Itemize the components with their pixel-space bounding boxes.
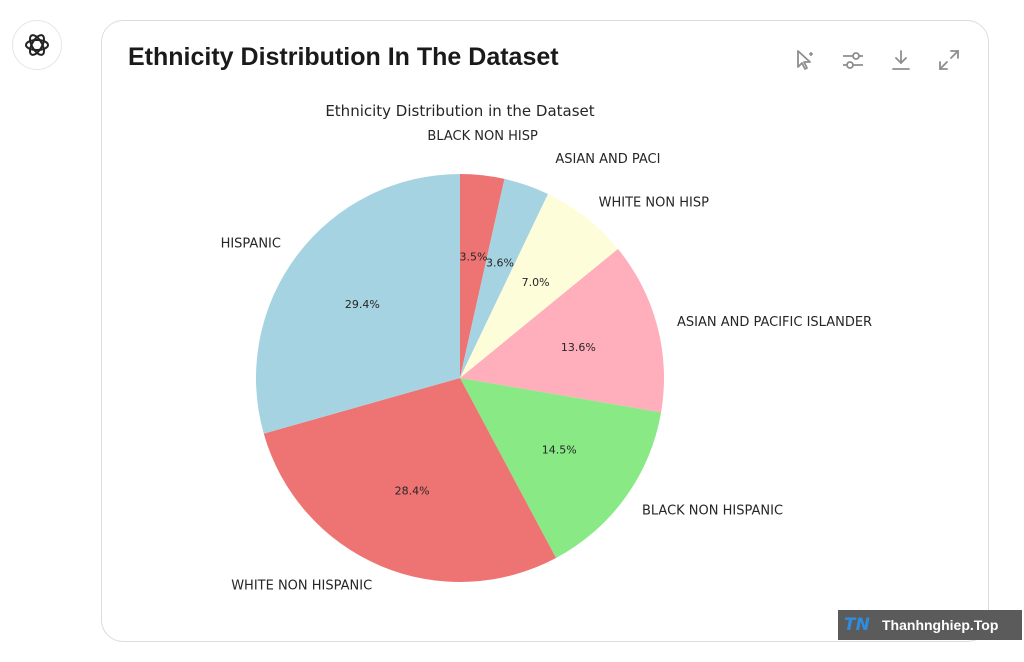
pie-slice: [460, 193, 618, 378]
cursor-sparkle-icon: [797, 50, 813, 70]
watermark-logo: TN: [844, 615, 870, 635]
pie-slice: [460, 248, 664, 413]
slice-percent-label: 13.6%: [561, 341, 596, 354]
slice-percent-label: 29.4%: [345, 298, 380, 311]
watermark: TN Thanhnghiep.Top: [838, 610, 1022, 640]
sliders-icon: [843, 52, 863, 69]
slice-percent-label: 14.5%: [542, 444, 577, 457]
customize-chart-button[interactable]: [840, 47, 866, 73]
expand-icon: [939, 50, 959, 70]
slice-category-label: BLACK NON HISPANIC: [642, 503, 783, 518]
card-title: Ethnicity Distribution In The Dataset: [128, 43, 559, 71]
slice-category-label: ASIAN AND PACIFIC ISLANDER: [677, 315, 872, 330]
pie-slice: [460, 378, 662, 558]
assistant-avatar: [12, 20, 62, 70]
chart-toolbar: [792, 47, 962, 73]
slice-percent-label: 3.5%: [459, 250, 487, 263]
slice-category-label: HISPANIC: [221, 237, 281, 252]
pie-slice: [256, 174, 460, 434]
pie-slice: [263, 378, 557, 583]
slice-category-label: ASIAN AND PACI: [555, 152, 660, 167]
slice-category-label: WHITE NON HISP: [599, 196, 709, 211]
expand-button[interactable]: [936, 47, 962, 73]
chart-title: Ethnicity Distribution in the Dataset: [325, 102, 594, 120]
pie-slice: [460, 174, 505, 378]
slice-percent-label: 7.0%: [522, 276, 550, 289]
openai-logo-icon: [25, 34, 49, 56]
download-icon: [892, 50, 910, 70]
slice-category-label: WHITE NON HISPANIC: [231, 579, 372, 594]
interactive-chart-button[interactable]: [792, 47, 818, 73]
watermark-text: Thanhnghiep.Top: [882, 617, 999, 633]
pie-slice: [460, 178, 549, 378]
slice-percent-label: 28.4%: [395, 485, 430, 498]
slice-percent-label: 3.6%: [486, 256, 514, 269]
slice-category-label: BLACK NON HISP: [427, 129, 538, 144]
download-button[interactable]: [888, 47, 914, 73]
